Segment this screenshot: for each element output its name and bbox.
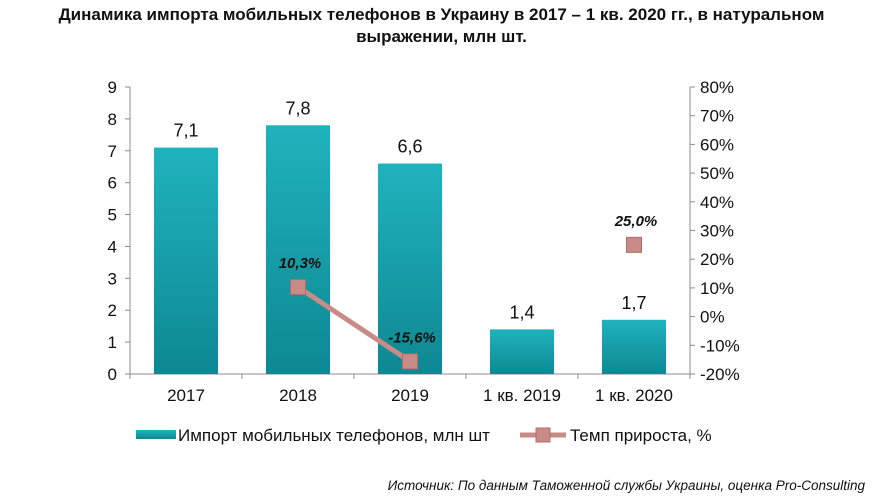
growth-marker [290, 279, 306, 296]
bar [602, 319, 666, 374]
growth-line-segment [295, 284, 413, 364]
chart-title: Динамика импорта мобильных телефонов в У… [0, 4, 883, 48]
y-left-tick-label: 7 [108, 142, 117, 161]
y-right-tick-label: -10% [700, 336, 740, 355]
bar [378, 163, 442, 374]
y-left-tick-label: 3 [108, 269, 117, 288]
y-left-tick-label: 8 [108, 110, 117, 129]
y-left-tick-label: 4 [108, 237, 117, 256]
chart-title-line-2: выражении, млн шт. [356, 27, 527, 46]
legend-swatch-marker [535, 427, 551, 443]
y-left-tick-label: 9 [108, 78, 117, 97]
y-left-tick-label: 0 [108, 365, 117, 384]
bar-value-label: 1,7 [621, 293, 646, 313]
bar-value-label: 6,6 [397, 137, 422, 157]
bar-value-label: 1,4 [509, 302, 534, 322]
y-right-tick-label: 0% [700, 308, 725, 327]
growth-value-label: 25,0% [614, 213, 658, 230]
chart-title-line-1: Динамика импорта мобильных телефонов в У… [58, 5, 825, 24]
x-tick-label: 2017 [167, 386, 205, 405]
growth-marker [626, 236, 642, 253]
legend-label-line: Темп прироста, % [570, 426, 712, 445]
y-right-tick-label: 10% [700, 279, 734, 298]
y-right-tick-label: 20% [700, 250, 734, 269]
growth-value-label: -15,6% [388, 329, 436, 346]
x-tick-label: 2018 [279, 386, 317, 405]
y-right-tick-label: -20% [700, 365, 740, 384]
y-right-tick-label: 60% [700, 135, 734, 154]
y-right-tick-label: 40% [700, 193, 734, 212]
growth-value-label: 10,3% [279, 255, 322, 272]
x-tick-label: 1 кв. 2020 [595, 386, 673, 405]
y-left-tick-label: 2 [108, 301, 117, 320]
y-left-tick-label: 1 [108, 333, 117, 352]
bar [266, 125, 330, 375]
growth-marker [402, 353, 418, 370]
x-tick-label: 1 кв. 2019 [483, 386, 561, 405]
legend-swatch-bars [136, 430, 176, 439]
bar [154, 147, 218, 374]
y-right-tick-label: 70% [700, 107, 734, 126]
y-right-tick-label: 80% [700, 78, 734, 97]
y-right-tick-label: 30% [700, 222, 734, 241]
y-right-tick-label: 50% [700, 164, 734, 183]
bar-value-label: 7,8 [285, 98, 310, 118]
bar [490, 329, 554, 374]
source-note: Источник: По данным Таможенной службы Ук… [387, 478, 865, 493]
x-tick-label: 2019 [391, 386, 429, 405]
y-left-tick-label: 5 [108, 206, 117, 225]
bar-value-label: 7,1 [173, 121, 198, 141]
legend-label-bars: Импорт мобильных телефонов, млн шт [178, 426, 490, 445]
y-left-tick-label: 6 [108, 174, 117, 193]
